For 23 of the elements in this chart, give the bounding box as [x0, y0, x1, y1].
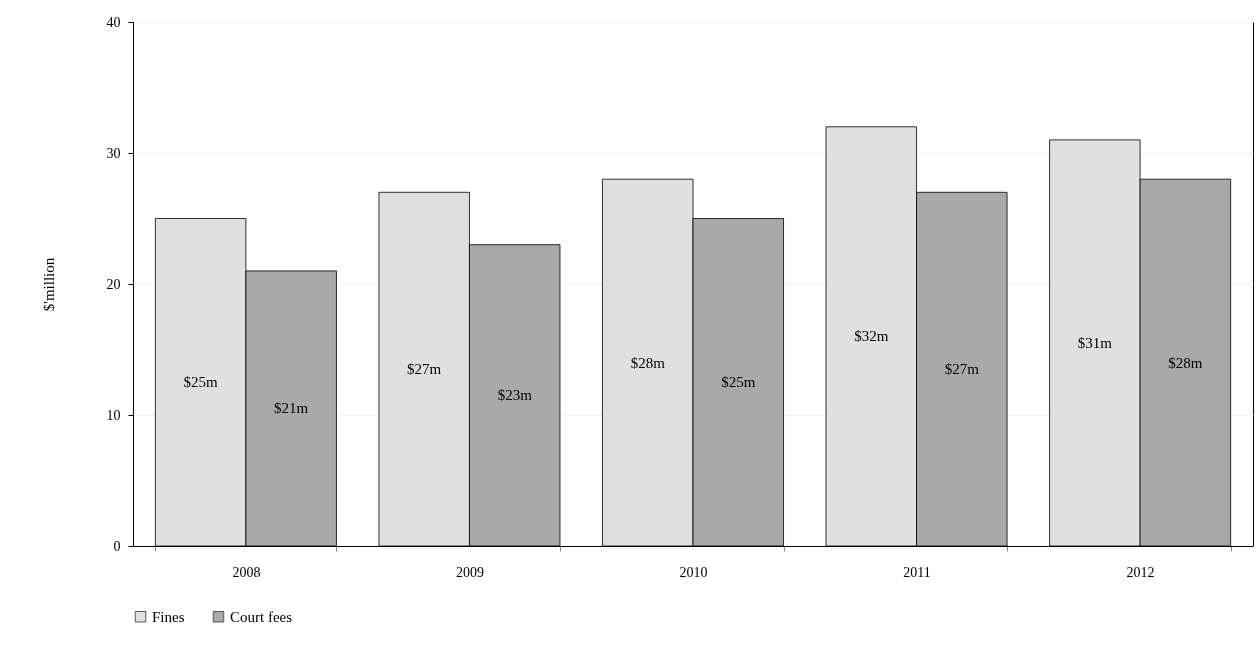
data-label: $28m: [630, 354, 666, 371]
data-label: $25m: [183, 374, 219, 391]
data-label: $32m: [854, 328, 889, 345]
x-tick-label: 2010: [679, 564, 708, 580]
legend-label: Fines: [152, 608, 185, 625]
x-tick-label: 2011: [903, 564, 931, 580]
data-label: $23m: [497, 387, 533, 404]
data-label: $31m: [1077, 334, 1113, 351]
x-tick-label: 2009: [455, 564, 484, 580]
y-tick-label: 30: [106, 145, 121, 161]
data-label: $28m: [1168, 354, 1203, 371]
y-axis-title: $'million: [40, 257, 57, 312]
x-tick-label: 2008: [232, 564, 261, 580]
data-label: $25m: [721, 374, 756, 391]
data-label: $21m: [274, 400, 309, 417]
y-tick-label: 20: [106, 276, 121, 292]
y-tick-label: 10: [106, 407, 121, 423]
data-label: $27m: [407, 361, 442, 378]
data-label: $27m: [944, 361, 980, 378]
y-tick-label: 0: [113, 538, 121, 554]
legend-label: Court fees: [230, 608, 293, 625]
y-tick-label: 40: [106, 14, 121, 30]
x-tick-label: 2012: [1126, 564, 1155, 580]
